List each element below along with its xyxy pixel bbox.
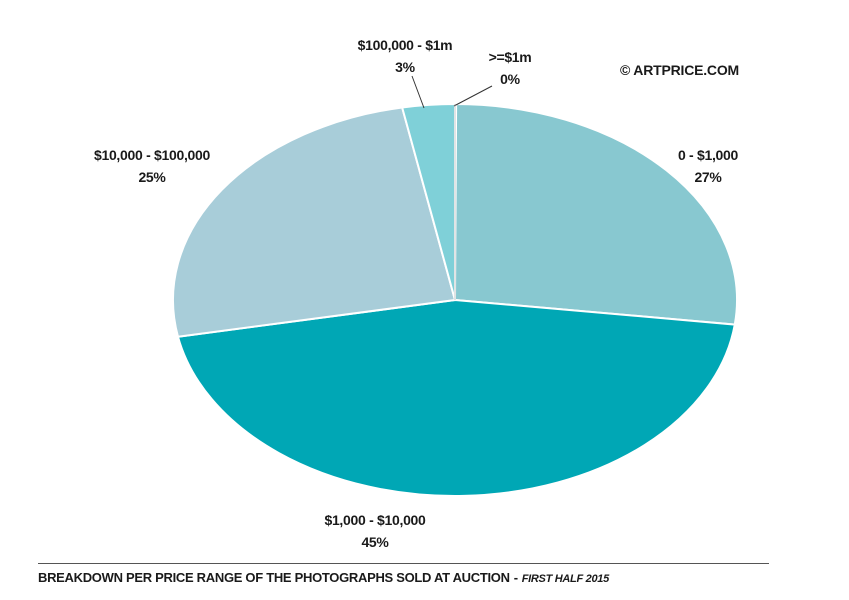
slice-labels: 0 - $1,000 27% $1,000 - $10,000 45% $10,000 …: [94, 37, 739, 550]
chart-caption: BREAKDOWN PER PRICE RANGE OF THE PHOTOGR…: [38, 570, 609, 585]
caption-main: BREAKDOWN PER PRICE RANGE OF THE PHOTOGR…: [38, 570, 510, 585]
slice-value-1m: 0%: [500, 71, 520, 87]
caption-period: FIRST HALF 2015: [521, 573, 609, 585]
slice-label-1m: >=$1m: [489, 49, 532, 65]
slice-value-100-000-1m: 3%: [395, 59, 415, 75]
slice-label-0-1-000: 0 - $1,000: [678, 147, 739, 163]
slice-value-10-000-100-000: 25%: [138, 169, 166, 185]
slice-value-1-000-10-000: 45%: [361, 534, 389, 550]
leader-line-100-000-1m: [411, 75, 425, 109]
leader-lines: [411, 75, 493, 300]
pie-slice-10-000-100-000: [172, 106, 457, 338]
slice-label-10-000-100-000: $10,000 - $100,000: [94, 147, 211, 163]
leader-line-1m: [453, 85, 493, 107]
pie-slice-0-1-000: [454, 102, 738, 326]
slice-label-1-000-10-000: $1,000 - $10,000: [324, 512, 426, 528]
copyright-notice: © ARTPRICE.COM: [620, 62, 739, 78]
slice-value-0-1-000: 27%: [694, 169, 722, 185]
pie-slice-1-000-10-000: [176, 298, 736, 498]
pie-slices: [172, 102, 738, 498]
caption-separator: -: [513, 570, 518, 585]
slice-label-100-000-1m: $100,000 - $1m: [358, 37, 453, 53]
caption-divider: [38, 563, 769, 564]
